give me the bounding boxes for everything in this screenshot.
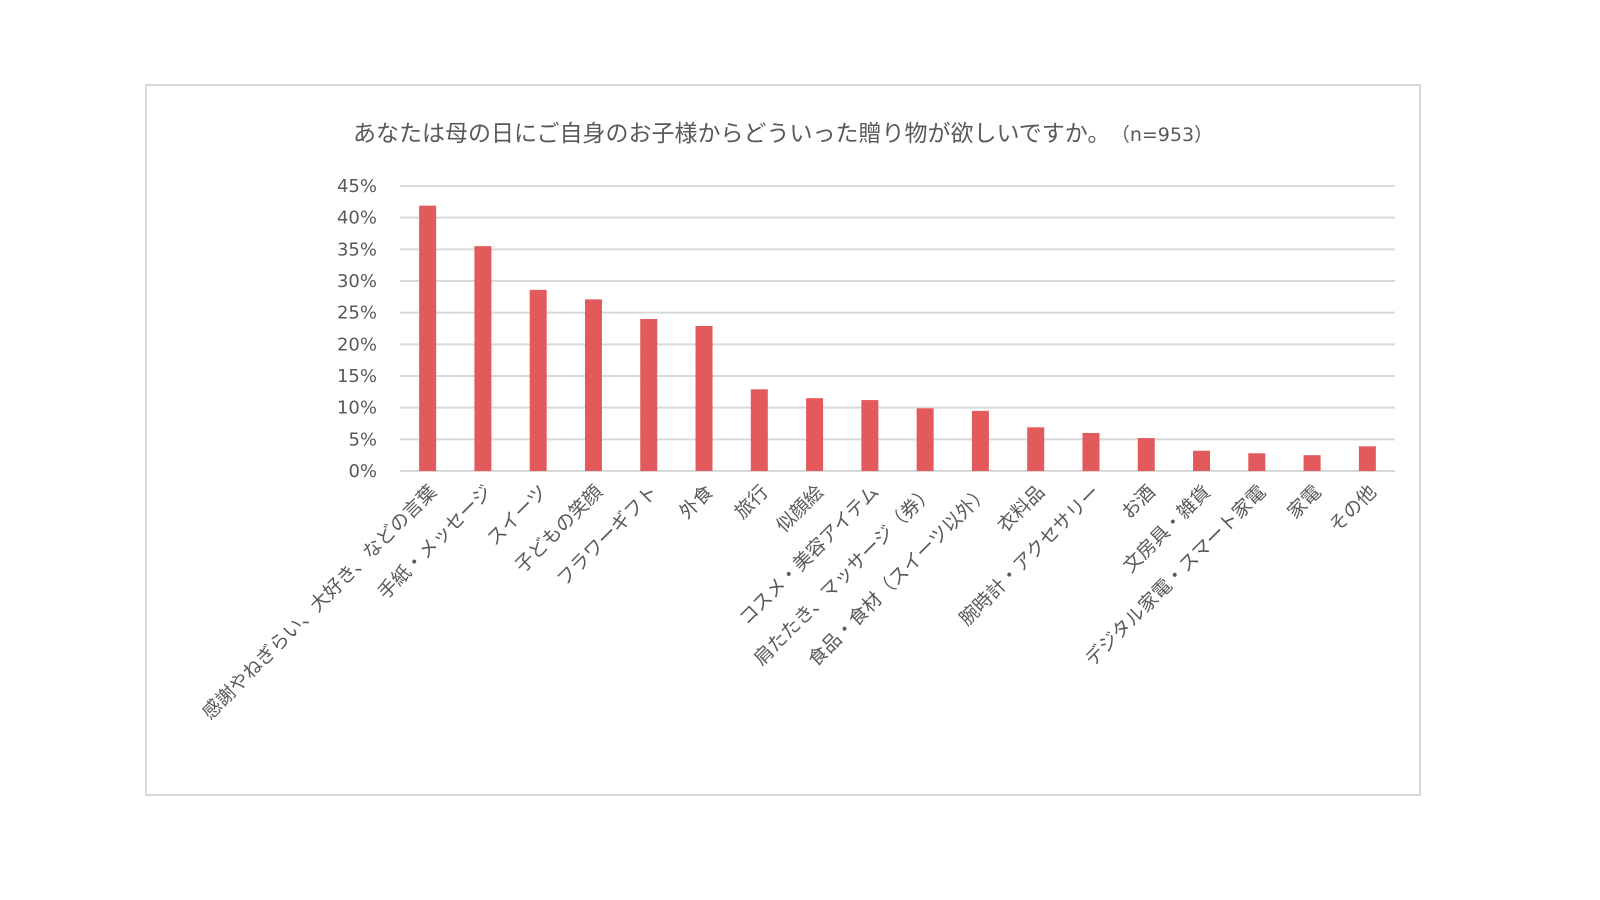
x-category-label: その他	[1325, 481, 1381, 537]
y-tick-label: 15%	[337, 366, 377, 387]
bar	[419, 205, 437, 471]
bar	[916, 408, 934, 471]
x-category-label: フラワーギフト	[553, 481, 663, 591]
bar	[640, 319, 658, 471]
bar	[1193, 450, 1211, 471]
bar	[695, 325, 713, 471]
bar	[1358, 446, 1376, 471]
x-category-label: 家電	[1283, 481, 1325, 523]
bar	[1248, 453, 1266, 471]
bar	[806, 398, 824, 471]
x-category-label: 外食	[675, 481, 717, 523]
x-category-label: 感謝やねぎらい、大好き、などの言葉	[198, 481, 441, 724]
y-tick-label: 20%	[337, 334, 377, 355]
chart-title: あなたは母の日にご自身のお子様からどういった贈り物が欲しいですか。 （n=953）	[145, 114, 1421, 148]
y-tick-label: 45%	[337, 176, 377, 197]
bar	[1082, 433, 1100, 471]
bar	[1137, 438, 1155, 471]
bar	[529, 289, 547, 471]
bar	[750, 389, 768, 471]
y-tick-label: 10%	[337, 398, 377, 419]
bar	[1027, 427, 1045, 471]
y-tick-label: 40%	[337, 208, 377, 229]
bar	[971, 410, 989, 471]
bar	[584, 299, 602, 471]
bar	[861, 400, 879, 471]
chart-frame	[145, 84, 1421, 796]
y-tick-label: 0%	[348, 461, 377, 482]
bar	[474, 246, 492, 471]
x-category-label: 旅行	[730, 481, 772, 523]
y-tick-label: 5%	[348, 429, 377, 450]
sample-size: （n=953）	[1120, 124, 1214, 146]
y-tick-label: 30%	[337, 271, 377, 292]
y-tick-label: 25%	[337, 303, 377, 324]
title-text: あなたは母の日にご自身のお子様からどういった贈り物が欲しいですか。	[352, 121, 1111, 147]
x-category-label: お酒	[1117, 481, 1159, 523]
y-tick-label: 35%	[337, 239, 377, 260]
bar	[1303, 455, 1321, 471]
